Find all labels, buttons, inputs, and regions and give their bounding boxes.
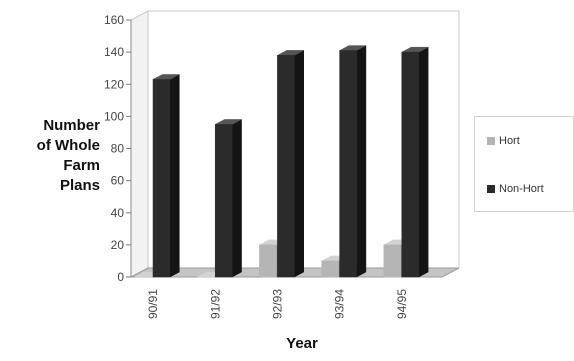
bar-non-hort	[401, 51, 420, 278]
bar-side-non-hort	[294, 49, 304, 278]
y-tick-label: 20	[111, 238, 125, 252]
x-tick-label: 92/93	[271, 289, 285, 319]
bar-hort	[383, 244, 402, 278]
bar-hort	[259, 244, 277, 278]
legend-item-non-hort: Non-Hort	[487, 183, 544, 195]
x-axis-label: Year	[286, 335, 318, 352]
y-tick-label: 60	[111, 174, 125, 188]
y-tick-label: 0	[117, 270, 124, 284]
y-axis-label-line: Farm	[63, 157, 100, 174]
bar-side-non-hort	[356, 45, 367, 278]
y-tick-label: 160	[104, 13, 124, 27]
bar-side-non-hort	[418, 46, 429, 278]
y-axis-label-line: Plans	[59, 177, 100, 194]
legend: Hort Non-Hort	[474, 116, 574, 212]
y-tick-label: 40	[111, 206, 125, 220]
y-tick-label: 140	[104, 45, 124, 59]
x-tick-label: 91/92	[208, 289, 222, 319]
bar-hort	[321, 260, 339, 278]
bar-non-hort	[339, 50, 357, 278]
y-tick-label: 100	[104, 109, 124, 123]
x-tick-label: 94/95	[395, 289, 409, 319]
y-axis-label-line: Number	[43, 117, 100, 134]
bar-non-hort	[152, 79, 171, 278]
legend-swatch-non-hort	[487, 185, 495, 193]
y-tick-label: 120	[104, 77, 124, 91]
x-tick-label: 90/91	[146, 289, 160, 319]
bar-non-hort	[277, 55, 295, 278]
y-axis-label: Number of Whole Farm Plans	[8, 116, 100, 196]
x-tick-label: 93/94	[333, 289, 347, 319]
legend-item-hort: Hort	[487, 135, 520, 147]
bar-side-non-hort	[169, 74, 180, 278]
bar-non-hort	[214, 124, 233, 278]
side-wall	[130, 10, 149, 278]
y-axis-label-line: of Whole	[36, 137, 100, 154]
y-tick-label: 80	[111, 142, 125, 156]
bar-side-non-hort	[231, 119, 242, 278]
legend-swatch-hort	[487, 137, 495, 145]
legend-label-hort: Hort	[499, 135, 520, 147]
legend-label-non-hort: Non-Hort	[499, 183, 544, 195]
